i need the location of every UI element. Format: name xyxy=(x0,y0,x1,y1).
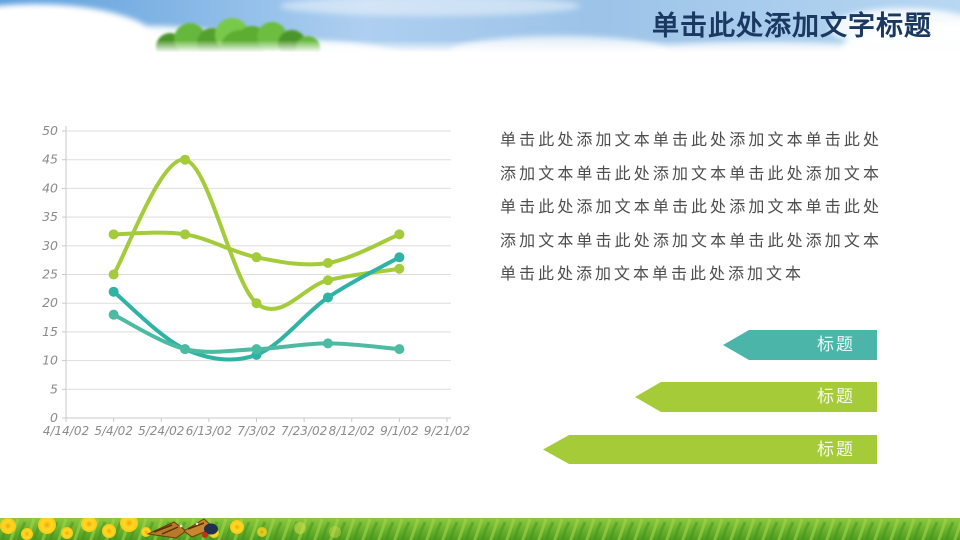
banner-arrow-1: 标题 xyxy=(723,330,877,360)
svg-text:9/1/02: 9/1/02 xyxy=(380,424,419,438)
header-banner: 单击此处添加文字标题 xyxy=(0,0,960,52)
slide-title: 单击此处添加文字标题 xyxy=(652,11,932,41)
svg-text:50: 50 xyxy=(42,123,58,138)
svg-text:7/3/02: 7/3/02 xyxy=(237,424,276,438)
svg-text:7/23/02: 7/23/02 xyxy=(281,424,327,438)
butterfly-image xyxy=(146,518,218,539)
sky-clouds-trees-image xyxy=(0,0,960,52)
grass-flowers-butterfly-image xyxy=(0,518,960,540)
svg-text:5/4/02: 5/4/02 xyxy=(94,424,133,438)
svg-text:25: 25 xyxy=(42,267,58,282)
svg-text:15: 15 xyxy=(42,324,58,339)
svg-text:5/24/02: 5/24/02 xyxy=(138,424,184,438)
svg-text:9/21/02: 9/21/02 xyxy=(424,424,470,438)
svg-text:10: 10 xyxy=(42,353,58,368)
banner-label: 标题 xyxy=(817,439,855,459)
svg-text:30: 30 xyxy=(42,238,58,253)
banner-arrow-3: 标题 xyxy=(543,435,877,464)
banner-label: 标题 xyxy=(817,387,855,406)
svg-text:8/12/02: 8/12/02 xyxy=(329,424,375,438)
svg-text:6/13/02: 6/13/02 xyxy=(186,424,232,438)
line-chart-canvas: 0 5 10 15 20 25 30 35 40 45 50 4/14/02 5/4/02 5/24/02… xyxy=(42,123,470,438)
banner-label: 标题 xyxy=(817,335,855,354)
svg-text:20: 20 xyxy=(42,295,58,310)
svg-text:35: 35 xyxy=(42,209,58,224)
footer-grass-strip xyxy=(0,518,960,540)
body-text-placeholder: 单击此处添加文本单击此处添加文本单击此处添加文本单击此处添加文本单击此处添加文本… xyxy=(500,132,882,283)
svg-text:5: 5 xyxy=(50,381,58,396)
svg-text:45: 45 xyxy=(42,152,58,167)
banner-arrow-2: 标题 xyxy=(635,382,877,412)
svg-text:4/14/02: 4/14/02 xyxy=(43,424,89,438)
line-chart: 0 5 10 15 20 25 30 35 40 45 50 4/14/02 5/4/02 5/24/02… xyxy=(38,108,490,448)
svg-text:40: 40 xyxy=(42,180,58,195)
svg-text:0: 0 xyxy=(50,410,58,425)
